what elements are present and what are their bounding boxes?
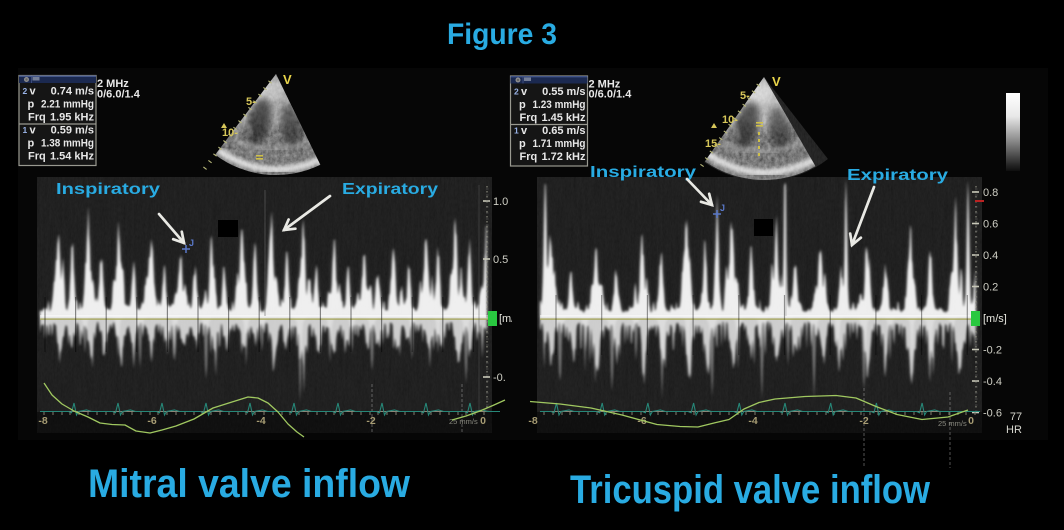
- svg-text:2: 2: [514, 87, 519, 97]
- svg-text:5-: 5-: [740, 90, 750, 102]
- svg-text:Inspiratory: Inspiratory: [590, 164, 696, 181]
- svg-text:1: 1: [514, 126, 519, 136]
- svg-text:1.23 mmHg: 1.23 mmHg: [533, 99, 586, 111]
- svg-text:0/6.0/1.4: 0/6.0/1.4: [589, 89, 633, 101]
- svg-text:p: p: [519, 138, 526, 150]
- svg-text:p: p: [519, 99, 526, 111]
- svg-text:V: V: [772, 74, 781, 89]
- svg-text:1.45 kHz: 1.45 kHz: [541, 112, 586, 124]
- svg-text:v: v: [30, 86, 37, 98]
- svg-text:p: p: [28, 138, 35, 150]
- svg-text:-0.: -0.: [493, 372, 506, 384]
- svg-text:25 mm/s: 25 mm/s: [938, 419, 967, 428]
- svg-text:0.55 m/s: 0.55 m/s: [542, 86, 585, 98]
- svg-text:Frq: Frq: [520, 151, 538, 163]
- svg-text:1.95 kHz: 1.95 kHz: [50, 112, 95, 124]
- svg-text:[m/s]: [m/s]: [983, 313, 1007, 325]
- svg-text:0: 0: [968, 415, 974, 427]
- svg-text:1: 1: [23, 125, 28, 135]
- svg-text:25 mm/s: 25 mm/s: [449, 417, 478, 426]
- svg-text:1.71 mmHg: 1.71 mmHg: [533, 138, 586, 150]
- svg-text:77: 77: [1010, 411, 1022, 423]
- svg-text:0.2: 0.2: [983, 282, 998, 294]
- svg-text:J: J: [720, 203, 725, 213]
- svg-text:-4: -4: [256, 415, 265, 427]
- svg-text:2 MHz: 2 MHz: [589, 79, 621, 91]
- svg-text:2: 2: [23, 86, 28, 96]
- svg-text:15-: 15-: [705, 138, 721, 150]
- svg-text:0: 0: [480, 415, 486, 427]
- svg-text:Tricuspid valve inflow: Tricuspid valve inflow: [570, 468, 931, 512]
- svg-text:0.8: 0.8: [983, 187, 998, 199]
- svg-text:[m/s]: [m/s]: [499, 313, 523, 325]
- svg-text:Figure 3: Figure 3: [447, 18, 557, 51]
- svg-text:0.59 m/s: 0.59 m/s: [51, 125, 94, 137]
- svg-text:2.21 mmHg: 2.21 mmHg: [41, 99, 94, 111]
- svg-text:Frq: Frq: [520, 112, 538, 124]
- svg-text:v: v: [521, 125, 528, 137]
- svg-text:1.54 kHz: 1.54 kHz: [50, 151, 95, 163]
- svg-text:-8: -8: [38, 415, 47, 427]
- svg-text:0.65 m/s: 0.65 m/s: [542, 125, 585, 137]
- svg-text:0/6.0/1.4: 0/6.0/1.4: [97, 89, 141, 101]
- svg-text:HR: HR: [1006, 424, 1022, 436]
- svg-text:Frq: Frq: [28, 112, 46, 124]
- svg-text:10-: 10-: [722, 114, 738, 126]
- svg-text:0.6: 0.6: [983, 219, 998, 231]
- svg-text:J: J: [189, 238, 194, 248]
- svg-text:5-: 5-: [246, 96, 256, 108]
- svg-text:p: p: [28, 99, 35, 111]
- svg-text:Mitral valve inflow: Mitral valve inflow: [88, 462, 411, 506]
- svg-text:2 MHz: 2 MHz: [97, 78, 129, 90]
- svg-text:-2: -2: [366, 415, 375, 427]
- svg-text:Frq: Frq: [28, 151, 46, 163]
- svg-text:10-: 10-: [222, 127, 238, 139]
- svg-text:1.72 kHz: 1.72 kHz: [541, 151, 586, 163]
- svg-text:1.0: 1.0: [493, 196, 508, 208]
- svg-text:V: V: [283, 72, 292, 87]
- svg-text:Expiratory: Expiratory: [342, 181, 438, 198]
- svg-text:-6: -6: [147, 415, 156, 427]
- svg-text:v: v: [30, 125, 37, 137]
- svg-text:0.4: 0.4: [983, 250, 998, 262]
- svg-text:-0.4: -0.4: [983, 376, 1002, 388]
- svg-text:-2: -2: [859, 415, 868, 427]
- svg-text:Inspiratory: Inspiratory: [56, 181, 160, 198]
- svg-text:-8: -8: [528, 415, 537, 427]
- svg-text:-4: -4: [748, 415, 757, 427]
- svg-text:0.5: 0.5: [493, 254, 508, 266]
- svg-text:v: v: [521, 86, 528, 98]
- svg-text:1.38 mmHg: 1.38 mmHg: [41, 138, 94, 150]
- svg-text:-0.6: -0.6: [983, 408, 1002, 420]
- svg-text:Expiratory: Expiratory: [847, 167, 948, 184]
- svg-text:-0.2: -0.2: [983, 345, 1002, 357]
- svg-text:0.74 m/s: 0.74 m/s: [51, 86, 94, 98]
